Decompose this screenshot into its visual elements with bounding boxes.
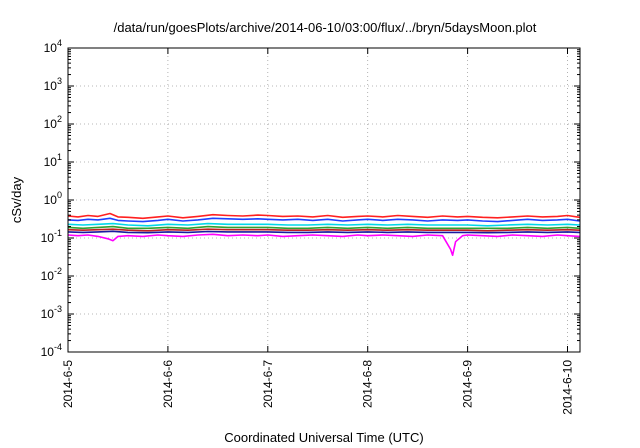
- ticks: [67, 47, 580, 353]
- x-tick-labels: 2014-6-5 2014-6-6 2014-6-7 2014-6-8 2014-6-9…: [61, 360, 575, 415]
- series-line-5: [67, 228, 580, 232]
- series-line-6: [67, 230, 580, 234]
- x-tick-label: 2014-6-6: [161, 360, 175, 408]
- y-tick-label: 100: [44, 190, 62, 207]
- x-tick-label: 2014-6-7: [261, 360, 275, 408]
- y-tick-label: 102: [44, 114, 62, 131]
- x-tick-label: 2014-6-8: [361, 360, 375, 408]
- x-tick-label: 2014-6-10: [561, 360, 575, 415]
- series-line-4: [67, 225, 580, 230]
- series-line-2: [67, 217, 580, 223]
- y-tick-label: 101: [44, 152, 62, 169]
- series-line-7: [67, 233, 580, 257]
- grid: [68, 48, 580, 352]
- x-axis-title: Coordinated Universal Time (UTC): [224, 430, 423, 445]
- y-tick-label: 103: [44, 76, 62, 93]
- y-tick-label: 104: [44, 38, 62, 55]
- y-axis-title: cSv/day: [9, 176, 24, 223]
- series-line-1: [67, 212, 580, 220]
- x-tick-label: 2014-6-9: [461, 360, 475, 408]
- chart-title: /data/run/goesPlots/archive/2014-06-10/0…: [114, 20, 537, 35]
- y-tick-labels: 10-4 10-3 10-2 10-1 100 101 102 103 104: [41, 38, 62, 359]
- y-tick-label: 10-2: [41, 266, 62, 283]
- series-line-3: [67, 222, 580, 227]
- y-tick-label: 10-3: [41, 304, 62, 321]
- series-layer: [67, 212, 580, 257]
- x-tick-label: 2014-6-5: [61, 360, 75, 408]
- y-tick-label: 10-1: [41, 228, 62, 245]
- y-tick-label: 10-4: [41, 342, 62, 359]
